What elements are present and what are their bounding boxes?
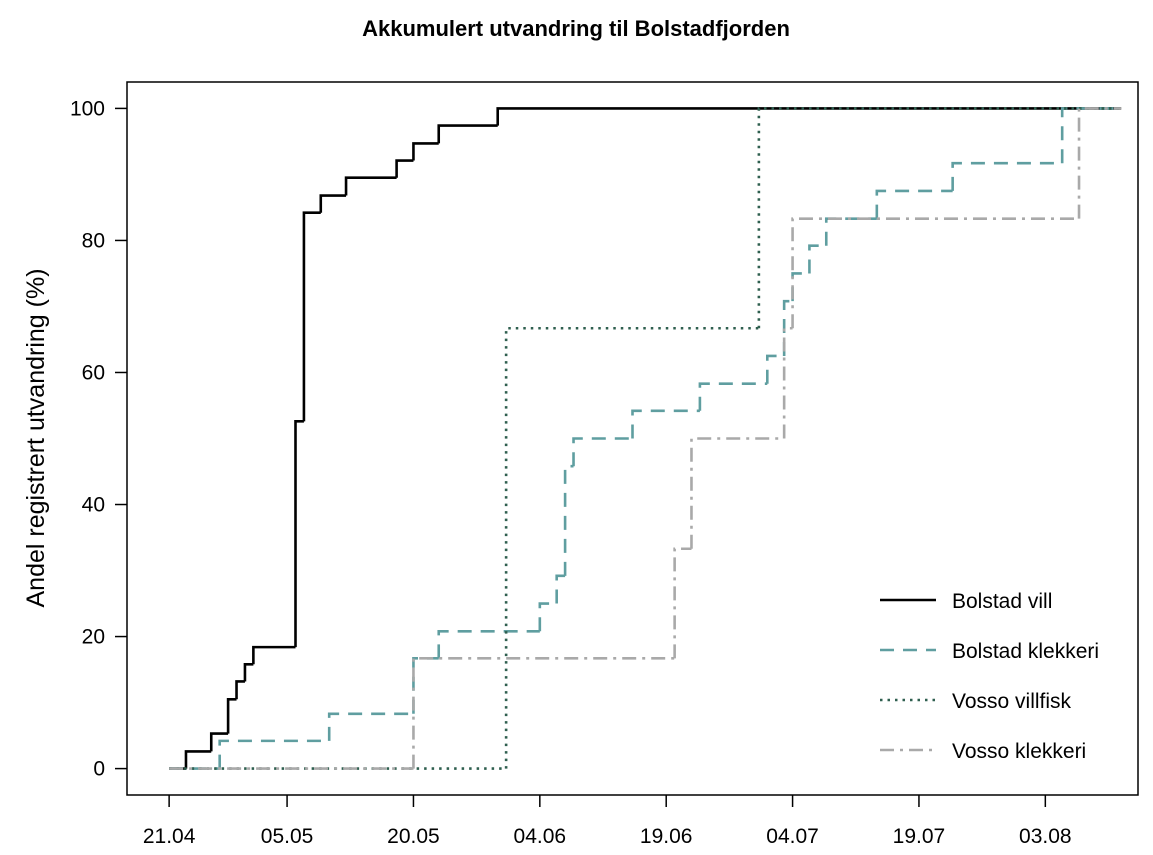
step-segment [791, 217, 1080, 329]
y-tick-label: 100 [70, 97, 105, 120]
x-tick-label: 19.07 [893, 825, 946, 848]
step-segment [327, 712, 414, 741]
step-segment [319, 194, 347, 213]
step-segment [572, 437, 633, 467]
y-tick-label: 0 [93, 758, 105, 781]
legend-label: Vosso klekkeri [952, 740, 1086, 763]
x-tick-label: 21.04 [143, 825, 196, 848]
step-segment [294, 420, 304, 648]
step-segment [951, 161, 1063, 191]
step-segment [1077, 107, 1122, 219]
step-segment [302, 211, 321, 422]
step-segment [555, 574, 566, 604]
x-tick-label: 03.08 [1019, 825, 1072, 848]
step-segment [875, 189, 953, 219]
y-tick-label: 20 [82, 626, 105, 649]
step-segment [765, 354, 785, 384]
step-segment [344, 176, 397, 196]
step-segment [412, 142, 439, 161]
x-tick-label: 04.06 [514, 825, 567, 848]
step-segment [808, 244, 827, 274]
step-segment [782, 326, 793, 439]
step-segment [504, 326, 759, 769]
step-segment [252, 645, 296, 665]
step-segment [1060, 107, 1122, 164]
step-segment [218, 739, 330, 769]
step-segment [412, 657, 439, 714]
x-tick-label: 04.07 [766, 825, 819, 848]
legend-label: Vosso villfisk [952, 690, 1072, 713]
y-tick-label: 40 [82, 494, 105, 517]
step-segment [235, 680, 245, 700]
y-tick-label: 80 [82, 229, 105, 252]
step-segment [698, 382, 768, 411]
step-segment [437, 629, 540, 659]
chart-title: Akkumulert utvandring til Bolstadfjorden [362, 16, 790, 41]
step-segment [791, 272, 810, 302]
legend-label: Bolstad klekkeri [952, 640, 1099, 663]
step-segment [757, 107, 1122, 329]
step-segment [563, 464, 574, 576]
x-tick-label: 05.05 [261, 825, 314, 848]
y-axis-label: Andel registrert utvandring (%) [22, 268, 50, 607]
step-segment [690, 437, 785, 549]
step-segment [496, 107, 1122, 126]
step-segment [538, 602, 557, 632]
step-segment [243, 662, 254, 682]
step-segment [395, 159, 414, 178]
plot-frame [126, 81, 1139, 796]
step-segment [782, 299, 793, 356]
x-tick-label: 19.06 [640, 825, 693, 848]
step-segment [824, 217, 877, 246]
step-segment [184, 750, 212, 769]
step-segment [437, 124, 498, 144]
step-segment [209, 732, 229, 752]
x-tick-label: 20.05 [387, 825, 440, 848]
step-segment [673, 547, 692, 659]
y-tick-label: 60 [82, 361, 105, 384]
step-segment [226, 697, 237, 734]
legend-label: Bolstad vill [952, 590, 1052, 613]
step-segment [412, 657, 675, 769]
step-segment [631, 409, 700, 439]
